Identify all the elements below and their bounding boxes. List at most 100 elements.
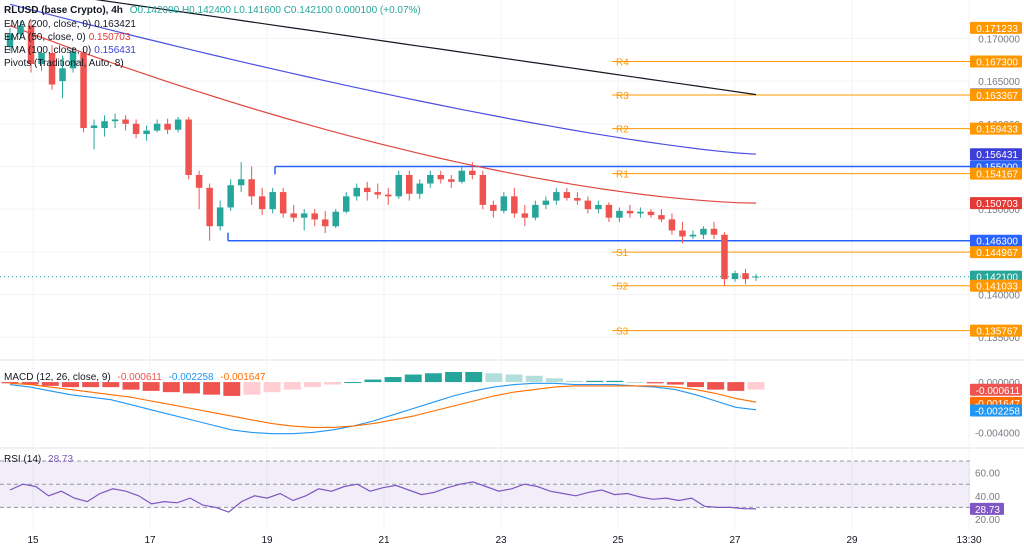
- price-tag-label: 0.146300: [976, 237, 1018, 248]
- macd-hist-bar: [707, 382, 725, 390]
- price-axis[interactable]: 0.1700000.1650000.1600000.1550000.150000…: [970, 21, 1022, 526]
- price-tag-label: 0.159433: [976, 125, 1018, 136]
- candles: [6, 19, 760, 286]
- candle-body: [374, 192, 382, 195]
- candle-body: [448, 179, 455, 182]
- symbol-legend: RLUSD (base Crypto), 4h O0.142000 H0.142…: [4, 4, 421, 17]
- macd-hist-bar: [666, 382, 684, 385]
- legend-label: Pivots (Traditional, Auto, 8): [4, 58, 124, 69]
- price-tag-label: 0.171233: [976, 24, 1018, 35]
- macd-hist-bar: [223, 382, 241, 396]
- candle-body: [290, 213, 297, 218]
- candle-body: [395, 175, 403, 197]
- macd-hist-bar: [404, 374, 422, 383]
- macd-hist-bar: [646, 382, 664, 384]
- legend-label: EMA (100, close, 0): [4, 45, 92, 56]
- candle-body: [721, 234, 728, 280]
- candle-body: [185, 119, 192, 175]
- price-tag: [970, 167, 1022, 180]
- macd-hist-bar: [626, 382, 644, 384]
- macd-hist-bar: [344, 382, 362, 384]
- legend-label: EMA (200, close, 0): [4, 19, 92, 30]
- macd-line-value: -0.002258: [168, 372, 214, 383]
- candle-body: [353, 187, 360, 197]
- candle-body: [500, 196, 508, 211]
- candle-body: [626, 210, 634, 214]
- rsi-legend[interactable]: RSI (14) 28.73: [4, 453, 73, 466]
- macd-hist-bar: [203, 382, 221, 395]
- range-box[interactable]: [227, 165, 970, 242]
- legend-ema100[interactable]: EMA (100, close, 0) 0.156431: [4, 44, 136, 57]
- legend-value: 0.163421: [94, 19, 136, 30]
- macd-line: [9, 382, 757, 435]
- macd-hist-bar: [424, 373, 442, 383]
- candle-body: [111, 119, 119, 122]
- price-tag-label: 0.156431: [976, 150, 1018, 161]
- macd-hist-bar: [727, 382, 745, 391]
- candle-body: [195, 175, 203, 188]
- symbol-title[interactable]: RLUSD (base Crypto), 4h: [4, 5, 123, 16]
- candle-body: [553, 192, 560, 201]
- candle-body: [143, 130, 150, 135]
- macd-hist-bar: [525, 375, 543, 383]
- candle-body: [752, 276, 760, 278]
- signal-line: [9, 382, 757, 428]
- candle-body: [710, 228, 718, 235]
- legend-label: EMA (50, close, 0): [4, 32, 86, 43]
- candle-body: [511, 196, 518, 214]
- macd-hist-bar: [21, 382, 39, 385]
- price-tag: [970, 122, 1022, 135]
- pivot-lines: R5R4R3R2R1S1S2S3: [612, 57, 970, 338]
- legend-ema200[interactable]: EMA (200, close, 0) 0.163421: [4, 18, 136, 31]
- candle-body: [647, 211, 655, 216]
- price-tag-label: 0.163367: [976, 91, 1018, 102]
- time-tick-label: 19: [261, 535, 273, 546]
- macd-tag: [970, 383, 1022, 396]
- candle-body: [216, 207, 224, 227]
- legend-ema50[interactable]: EMA (50, close, 0) 0.150703: [4, 31, 130, 44]
- candle-body: [206, 187, 213, 227]
- macd-hist-bar: [384, 377, 402, 383]
- time-tick-label: 17: [144, 535, 156, 546]
- candle-body: [321, 219, 329, 227]
- candle-body: [332, 211, 339, 227]
- price-tag: [970, 148, 1022, 161]
- candle-body: [532, 204, 539, 218]
- macd-tick-label: 0.000000: [978, 378, 1020, 389]
- legend-pivots[interactable]: Pivots (Traditional, Auto, 8): [4, 57, 124, 70]
- time-tick-label: 21: [378, 535, 390, 546]
- macd-hist-bar: [263, 382, 281, 393]
- time-tick-label: 13:30: [956, 535, 981, 546]
- macd-hist-bar: [1, 382, 19, 384]
- candle-body: [658, 215, 665, 220]
- macd-hist-bar: [485, 373, 503, 383]
- pivot-label: S1: [616, 248, 629, 259]
- candle-body: [479, 175, 487, 205]
- macd-hist-bar: [182, 382, 200, 394]
- macd-hist-bar: [586, 380, 604, 383]
- grid: [0, 0, 1024, 530]
- candle-body: [237, 179, 245, 186]
- candle-body: [437, 175, 445, 180]
- rsi-value: 28.73: [48, 454, 74, 465]
- candle-body: [616, 210, 623, 218]
- time-axis[interactable]: 15 17 19 21 23 25 27 29 13:30: [27, 535, 982, 546]
- rsi-line: [9, 481, 757, 513]
- candle-body: [80, 52, 87, 129]
- candle-body: [637, 211, 644, 214]
- pivot-label: R4: [616, 57, 629, 68]
- price-tag-label: 0.167300: [976, 57, 1018, 68]
- price-tag: [970, 21, 1022, 34]
- macd-hist-bar: [142, 382, 160, 391]
- macd-hist-bar: [283, 382, 301, 390]
- candle-body: [38, 52, 45, 65]
- macd-legend[interactable]: MACD (12, 26, close, 9) -0.000611 -0.002…: [4, 371, 265, 384]
- candle-body: [6, 34, 14, 47]
- candle-body: [132, 123, 140, 135]
- pivot-label: R3: [616, 91, 629, 102]
- price-tick-label: 0.165000: [978, 77, 1020, 88]
- macd-hist-bar: [687, 382, 704, 388]
- rsi-tick-label: 60.00: [975, 469, 1000, 480]
- price-tag-label: 0.150703: [976, 199, 1018, 210]
